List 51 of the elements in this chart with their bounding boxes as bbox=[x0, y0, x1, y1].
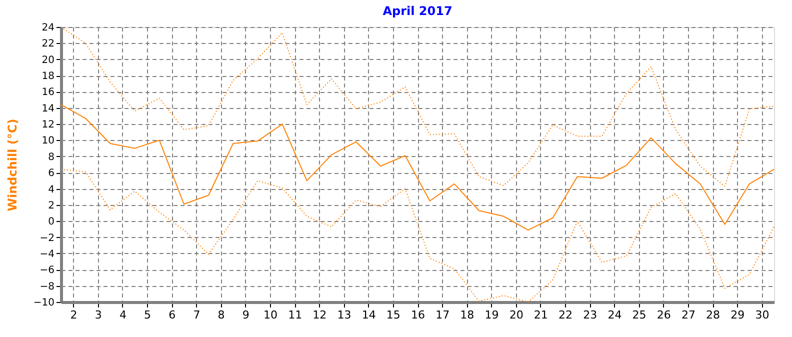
x-tick-label: 13 bbox=[337, 308, 352, 322]
x-tick-label: 22 bbox=[558, 308, 573, 322]
x-tick-label: 15 bbox=[386, 308, 400, 322]
y-tick-label: 12 bbox=[42, 120, 54, 131]
y-tick-label: 14 bbox=[42, 103, 54, 114]
x-tick-label: 14 bbox=[362, 308, 376, 322]
x-tick-label: 25 bbox=[632, 308, 646, 322]
x-tick-label: 5 bbox=[144, 308, 152, 322]
x-tick-label: 8 bbox=[218, 308, 225, 322]
y-tick-label: −10 bbox=[33, 298, 54, 308]
y-tick-label: 0 bbox=[48, 216, 54, 228]
x-tick-label: 4 bbox=[119, 308, 126, 322]
x-tick-label: 12 bbox=[312, 308, 327, 322]
x-tick-label: 23 bbox=[583, 308, 598, 322]
y-tick-label: −4 bbox=[40, 248, 54, 260]
line-series bbox=[60, 26, 774, 187]
x-tick-label: 21 bbox=[534, 308, 548, 322]
x-tick-label: 17 bbox=[436, 308, 450, 322]
y-tick-label: 4 bbox=[48, 184, 54, 196]
x-tick-label: 30 bbox=[755, 308, 770, 322]
x-tick-label: 3 bbox=[94, 308, 102, 322]
x-tick-label: 29 bbox=[730, 308, 745, 322]
x-tick-label: 10 bbox=[263, 308, 278, 322]
y-tick-label: 16 bbox=[42, 87, 54, 98]
x-tick-label: 24 bbox=[608, 308, 622, 322]
y-tick-label: 8 bbox=[48, 152, 54, 163]
y-tick-label: −6 bbox=[40, 265, 54, 276]
y-tick-label: 24 bbox=[42, 22, 54, 34]
x-tick-label: 7 bbox=[193, 308, 200, 322]
x-tick-label: 18 bbox=[460, 308, 474, 322]
y-tick-label: 22 bbox=[42, 38, 54, 50]
x-tick-label: 2 bbox=[70, 308, 78, 322]
x-tick-label: 20 bbox=[509, 308, 524, 322]
x-tick-label: 28 bbox=[706, 308, 720, 322]
y-tick-label: 10 bbox=[42, 136, 54, 147]
x-tick-label: 11 bbox=[288, 308, 302, 322]
chart-title: April 2017 bbox=[382, 4, 452, 18]
x-tick-label: 9 bbox=[242, 308, 250, 322]
y-tick-label: −2 bbox=[40, 232, 54, 244]
y-tick-label: −8 bbox=[40, 281, 54, 292]
y-tick-label: 6 bbox=[48, 168, 54, 180]
x-tick-label: 27 bbox=[681, 308, 696, 322]
y-tick-label: 2 bbox=[48, 200, 54, 212]
y-tick-label: 20 bbox=[42, 54, 54, 66]
x-tick-label: 26 bbox=[656, 308, 671, 322]
line-series bbox=[60, 104, 774, 231]
y-tick-label: 18 bbox=[42, 71, 54, 82]
y-axis-title: Windchill (°C) bbox=[5, 118, 20, 212]
x-tick-label: 16 bbox=[411, 308, 425, 322]
x-tick-label: 19 bbox=[484, 308, 499, 322]
x-tick-label: 6 bbox=[168, 308, 176, 322]
